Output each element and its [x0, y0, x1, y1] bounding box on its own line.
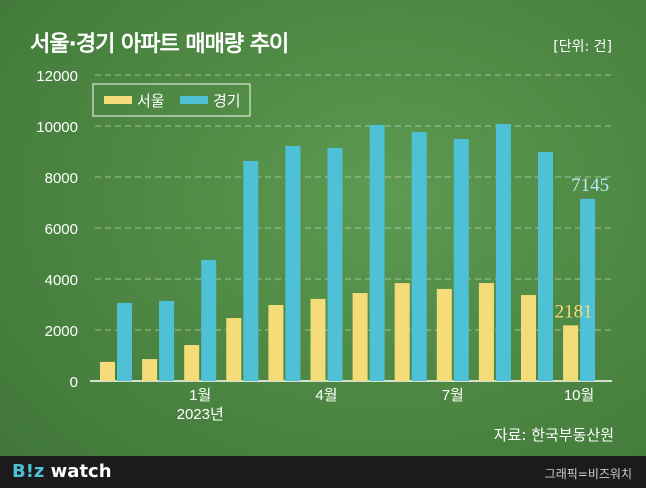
y-tick-label: 8000 — [45, 170, 78, 187]
source-label: 자료: 한국부동산원 — [493, 426, 614, 444]
bar-seoul — [436, 288, 452, 381]
bar-gyeonggi — [369, 124, 385, 381]
data-label-seoul: 2181 — [555, 301, 593, 322]
legend-box — [92, 83, 251, 117]
bar-gyeonggi — [243, 160, 259, 381]
bar-gyeonggi — [580, 198, 596, 381]
y-tick-label: 10000 — [36, 119, 78, 136]
chart-title: 서울·경기 아파트 매매량 추이 — [30, 32, 289, 57]
bar-chart: 0 2000 4000 6000 8000 10000 12000 1월 2023년 4월 7월 10… — [36, 68, 610, 423]
bar-gyeonggi — [453, 139, 469, 381]
x-tick-label: 4월 — [315, 387, 337, 404]
year-label: 2023년 — [177, 406, 224, 423]
x-tick-label: 10월 — [564, 387, 595, 404]
legend-swatch-seoul — [104, 96, 132, 104]
footer-bar: B!z watch 그래픽=비즈워치 — [0, 456, 646, 488]
y-tick-label: 4000 — [45, 272, 78, 289]
y-tick-label: 6000 — [45, 221, 78, 238]
bar-seoul — [352, 293, 368, 381]
bar-gyeonggi — [159, 300, 175, 381]
bar-seoul — [310, 298, 326, 381]
bar-gyeonggi — [495, 123, 511, 382]
bar-gyeonggi — [285, 145, 301, 381]
bar-seoul — [184, 345, 200, 381]
x-tick-label: 1월 — [189, 387, 211, 404]
x-tick-label: 7월 — [442, 387, 464, 404]
y-tick-label: 0 — [70, 374, 78, 391]
bar-gyeonggi — [201, 259, 217, 381]
bar-seoul — [226, 318, 242, 381]
bar-seoul — [521, 295, 536, 381]
bar-seoul — [268, 305, 284, 381]
legend-swatch-gyeonggi — [180, 96, 208, 104]
y-tick-label: 2000 — [45, 323, 78, 340]
data-label-gyeonggi: 7145 — [571, 175, 609, 196]
bar-seoul — [142, 359, 158, 381]
bar-seoul — [563, 325, 579, 381]
bar-gyeonggi — [538, 152, 553, 381]
bar-gyeonggi — [411, 132, 427, 381]
unit-label: [단위: 건] — [553, 39, 612, 55]
bar-gyeonggi — [327, 147, 343, 381]
bar-seoul — [100, 361, 115, 381]
graphic-credit: 그래픽=비즈워치 — [544, 467, 632, 481]
bar-gyeonggi — [117, 302, 132, 381]
bizwatch-logo: B!z watch — [12, 461, 112, 482]
legend-label-seoul: 서울 — [137, 92, 165, 110]
y-tick-label: 12000 — [36, 68, 78, 85]
bar-seoul — [394, 283, 410, 381]
bar-seoul — [478, 283, 494, 381]
legend-label-gyeonggi: 경기 — [213, 92, 241, 110]
